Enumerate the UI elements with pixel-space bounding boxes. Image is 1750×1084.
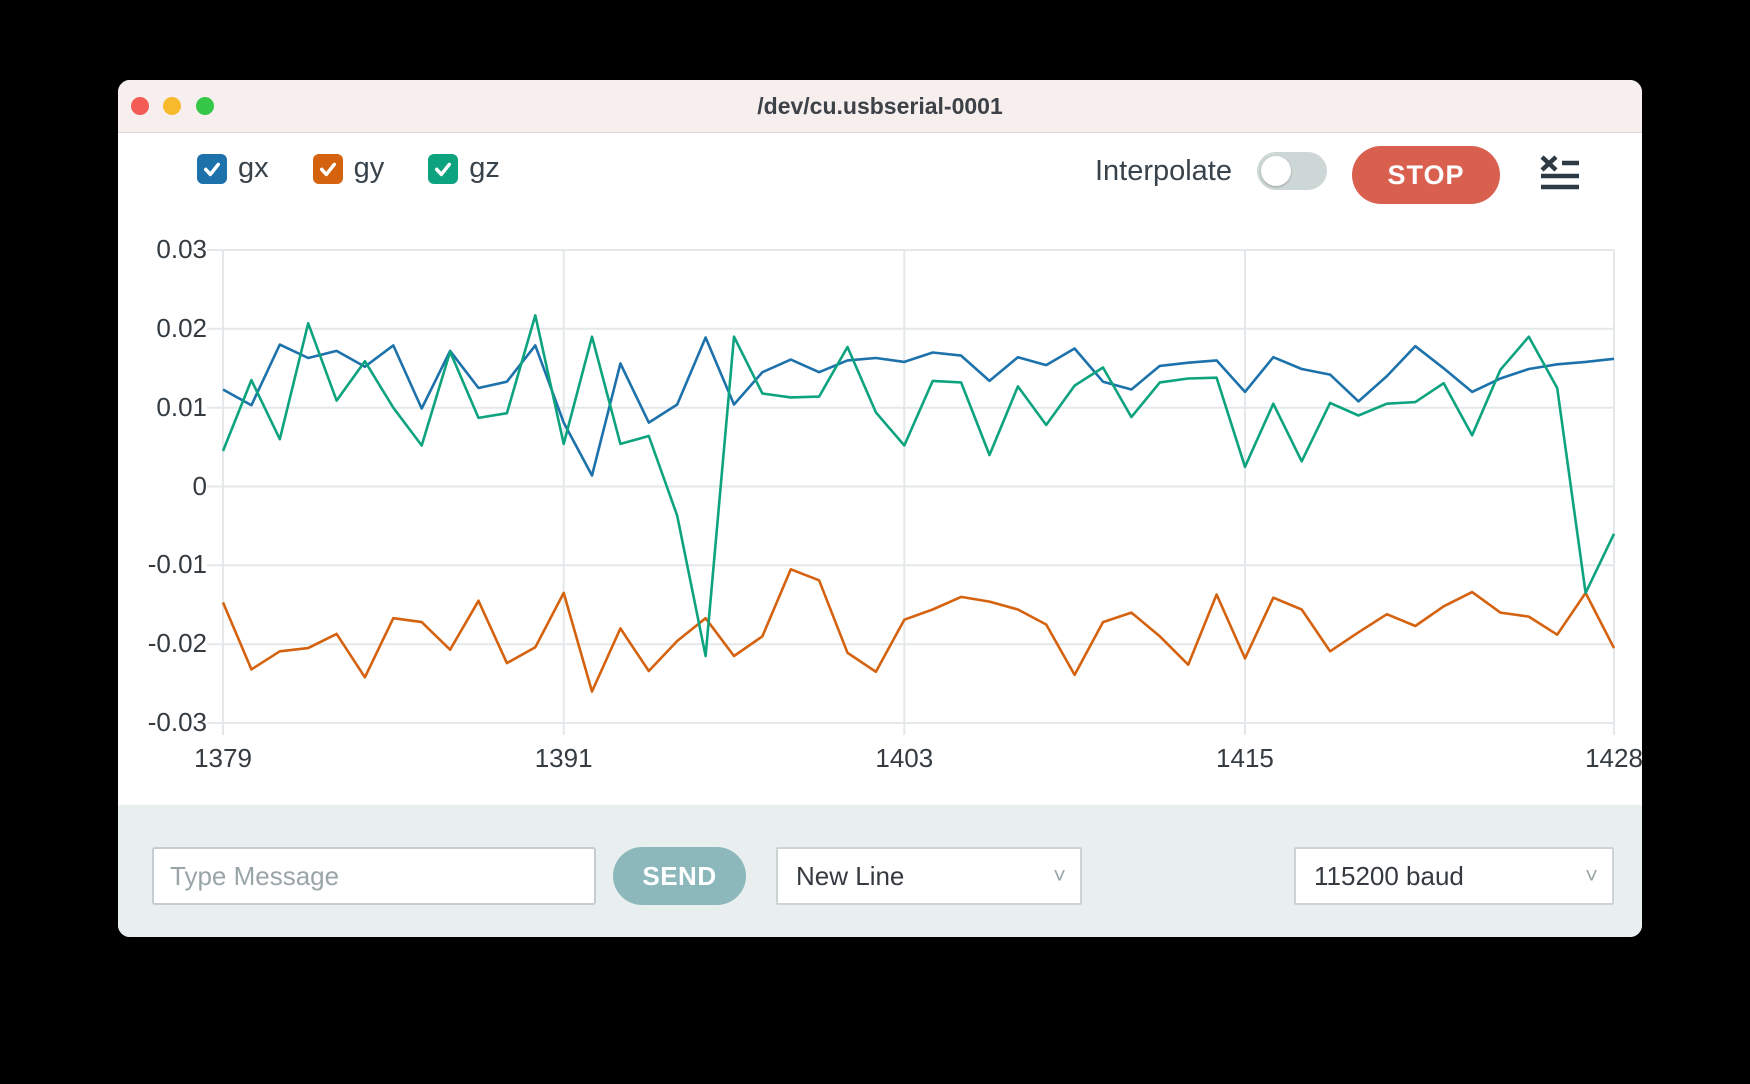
series-line-gx xyxy=(222,336,1615,477)
baud-rate-select[interactable]: 115200 baud ˅ xyxy=(1294,847,1614,905)
y-axis-tick-label: -0.03 xyxy=(147,707,207,737)
x-axis-tick-label: 1403 xyxy=(875,743,934,773)
checkbox-gx[interactable] xyxy=(197,153,227,184)
series-legend: gx gy gz xyxy=(197,152,500,185)
y-axis-tick-label: 0 xyxy=(192,470,207,501)
clear-log-icon[interactable] xyxy=(1539,154,1581,190)
x-axis-tick-label: 1415 xyxy=(1216,743,1274,773)
checkbox-gz[interactable] xyxy=(428,153,459,184)
title-bar: /dev/cu.usbserial-0001 xyxy=(118,80,1642,133)
composer-bar: SEND New Line ˅ 115200 baud ˅ xyxy=(118,805,1642,937)
window-title: /dev/cu.usbserial-0001 xyxy=(757,93,1003,119)
toggle-knob xyxy=(1261,156,1291,186)
app-window: /dev/cu.usbserial-0001 gx gy gz Interpolat… xyxy=(118,80,1642,937)
interpolate-toggle[interactable] xyxy=(1257,152,1327,190)
y-axis-tick-label: -0.02 xyxy=(147,628,207,659)
plot-canvas xyxy=(207,249,1616,735)
close-window-button[interactable] xyxy=(131,97,149,115)
series-toggle-gx[interactable]: gx xyxy=(197,152,269,185)
send-button[interactable]: SEND xyxy=(613,847,746,905)
series-label-gx: gx xyxy=(238,152,269,184)
chevron-down-icon: ˅ xyxy=(1053,863,1066,888)
series-line-gy xyxy=(221,567,1616,693)
y-axis-tick-label: 0.02 xyxy=(156,312,207,343)
x-axis-tick-label: 1391 xyxy=(534,743,593,773)
series-label-gy: gy xyxy=(353,152,385,184)
y-axis-tick-label: 0.01 xyxy=(156,391,207,422)
y-axis-tick-label: -0.01 xyxy=(147,549,207,580)
line-ending-select[interactable]: New Line ˅ xyxy=(776,847,1082,905)
y-axis-tick-label: 0.03 xyxy=(156,234,207,264)
x-axis-tick-label: 1379 xyxy=(194,743,252,773)
checkbox-gy[interactable] xyxy=(312,153,343,184)
serial-plot[interactable] xyxy=(207,249,1616,735)
minimize-window-button[interactable] xyxy=(163,97,181,115)
line-ending-value: New Line xyxy=(796,861,905,891)
interpolate-label: Interpolate xyxy=(1094,155,1232,187)
zoom-window-button[interactable] xyxy=(196,97,214,115)
baud-rate-value: 115200 baud xyxy=(1314,861,1464,891)
stop-button[interactable]: STOP xyxy=(1352,146,1500,204)
chevron-down-icon: ˅ xyxy=(1585,863,1598,888)
series-line-gz xyxy=(221,314,1616,658)
message-input[interactable] xyxy=(152,847,596,905)
series-toggle-gy[interactable]: gy xyxy=(312,152,385,185)
x-axis-tick-label: 1428 xyxy=(1585,743,1642,773)
series-label-gz: gz xyxy=(469,152,500,184)
series-toggle-gz[interactable]: gz xyxy=(428,152,500,185)
